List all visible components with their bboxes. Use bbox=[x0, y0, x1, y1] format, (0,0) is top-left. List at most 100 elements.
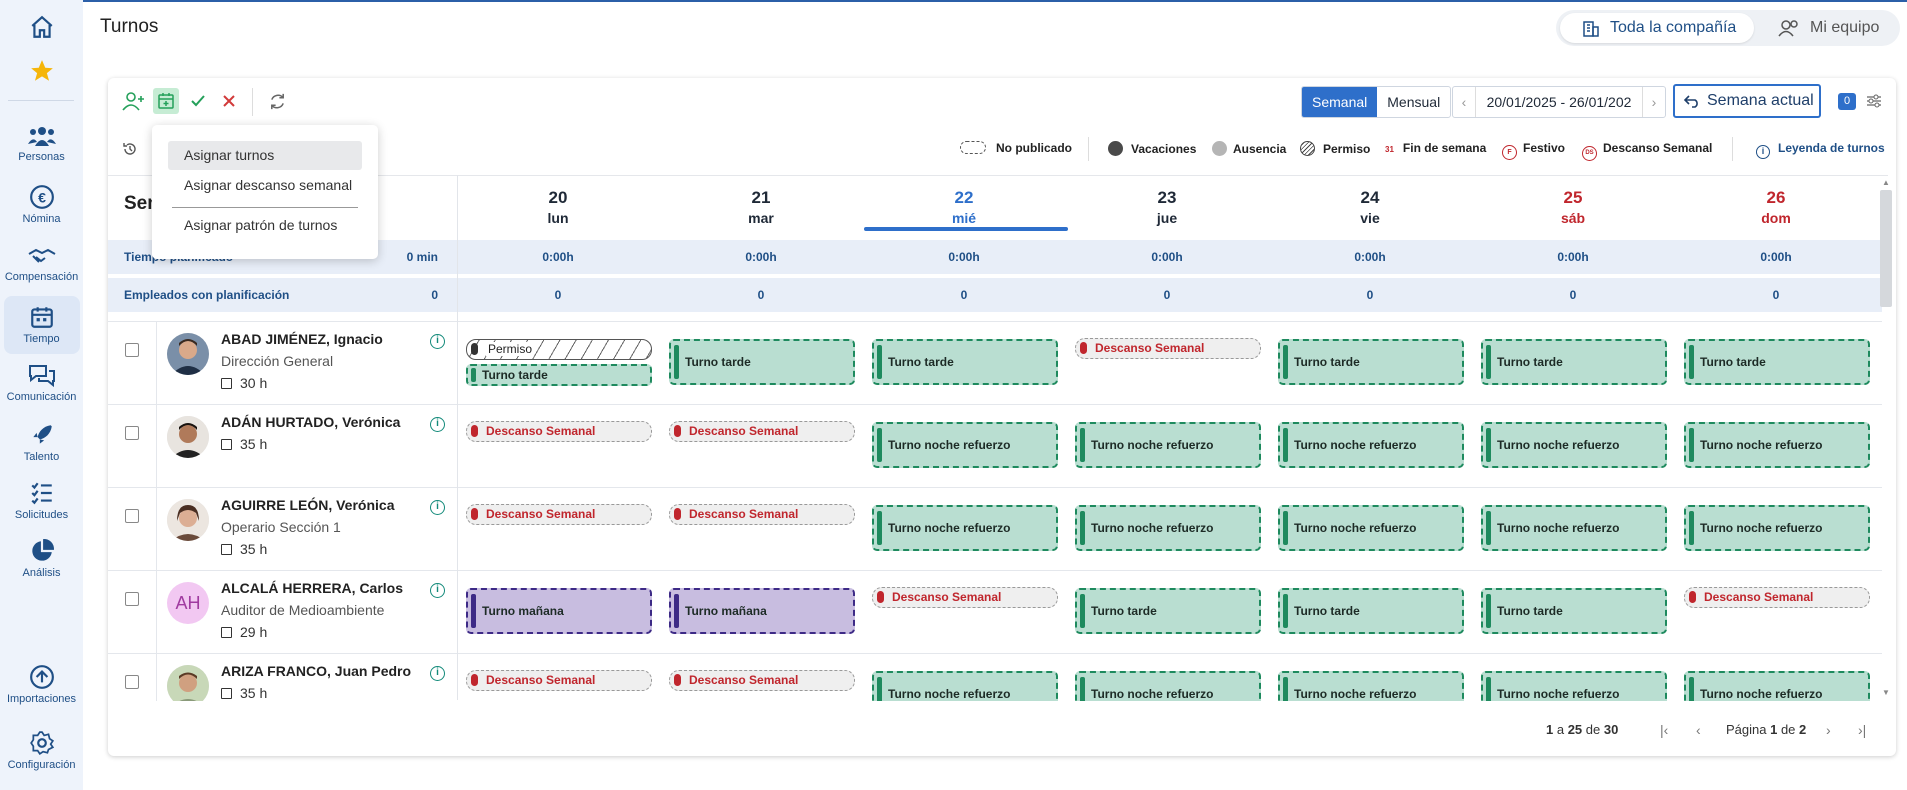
sidebar-item-compensacion[interactable]: Compensación bbox=[0, 244, 83, 283]
row-checkbox[interactable] bbox=[125, 592, 139, 606]
employee-info-icon[interactable]: i bbox=[430, 666, 445, 681]
employee-info-icon[interactable]: i bbox=[430, 417, 445, 432]
day-header-weekend[interactable]: 26 dom bbox=[1684, 188, 1868, 226]
home-button[interactable] bbox=[0, 14, 83, 40]
day-header[interactable]: 20 lun bbox=[466, 188, 650, 226]
column-divider bbox=[156, 405, 157, 488]
favorites-button[interactable] bbox=[0, 58, 83, 84]
employee-name[interactable]: ADÁN HURTADO, Verónica bbox=[221, 414, 401, 430]
row-checkbox[interactable] bbox=[125, 426, 139, 440]
shift-block[interactable]: Turno noche refuerzo bbox=[872, 671, 1058, 701]
shift-block[interactable]: Turno noche refuerzo bbox=[1278, 671, 1464, 701]
sidebar-item-tiempo[interactable]: Tiempo bbox=[0, 304, 83, 345]
shift-block[interactable]: Turno noche refuerzo bbox=[1075, 422, 1261, 468]
view-monthly-button[interactable]: Mensual bbox=[1387, 94, 1441, 110]
weekly-rest-block[interactable]: Descanso Semanal bbox=[1684, 587, 1870, 608]
day-header[interactable]: 24 vie bbox=[1278, 188, 1462, 226]
shift-block[interactable]: Turno noche refuerzo bbox=[1684, 671, 1870, 701]
employee-info-icon[interactable]: i bbox=[430, 583, 445, 598]
day-header-weekend[interactable]: 25 sáb bbox=[1481, 188, 1665, 226]
sidebar-item-solicitudes[interactable]: Solicitudes bbox=[0, 480, 83, 521]
sidebar-item-importaciones[interactable]: Importaciones bbox=[0, 664, 83, 705]
shift-block[interactable]: Turno tarde bbox=[1278, 588, 1464, 634]
employee-name[interactable]: ALCALÁ HERRERA, Carlos bbox=[221, 580, 404, 596]
scroll-up-arrow[interactable]: ▲ bbox=[1882, 178, 1890, 187]
weekly-rest-block[interactable]: Descanso Semanal bbox=[1075, 338, 1261, 359]
shift-block[interactable]: Turno noche refuerzo bbox=[1684, 505, 1870, 551]
shift-block[interactable]: Turno tarde bbox=[466, 364, 652, 386]
shift-block[interactable]: Turno tarde bbox=[1481, 339, 1667, 385]
weekly-rest-block[interactable]: Descanso Semanal bbox=[466, 504, 652, 525]
add-user-icon[interactable] bbox=[122, 91, 146, 111]
check-icon[interactable] bbox=[190, 93, 206, 109]
employee-role: Auditor de Medioambiente bbox=[221, 602, 385, 618]
weekly-rest-block[interactable]: Descanso Semanal bbox=[466, 670, 652, 691]
shift-block[interactable]: Turno noche refuerzo bbox=[1075, 505, 1261, 551]
date-range-text[interactable]: 20/01/2025 - 26/01/202 bbox=[1475, 87, 1643, 117]
sliders-icon[interactable] bbox=[1866, 93, 1882, 109]
sidebar-item-configuracion[interactable]: Configuración bbox=[0, 730, 83, 771]
menu-item-assign-shifts[interactable]: Asignar turnos bbox=[168, 141, 362, 170]
first-page-icon[interactable]: |‹ bbox=[1660, 722, 1669, 738]
shift-block-morning[interactable]: Turno mañana bbox=[466, 588, 652, 634]
sidebar-item-nomina[interactable]: € Nómina bbox=[0, 184, 83, 225]
shift-legend-link[interactable]: i Leyenda de turnos bbox=[1756, 141, 1885, 159]
shift-block[interactable]: Turno tarde bbox=[1684, 339, 1870, 385]
last-page-icon[interactable]: ›| bbox=[1858, 722, 1867, 738]
sidebar-item-comunicacion[interactable]: Comunicación bbox=[0, 362, 83, 403]
shift-block[interactable]: Turno noche refuerzo bbox=[872, 422, 1058, 468]
employee-info-icon[interactable]: i bbox=[430, 500, 445, 515]
employee-info-icon[interactable]: i bbox=[430, 334, 445, 349]
refresh-icon[interactable] bbox=[268, 92, 287, 111]
shift-block[interactable]: Turno noche refuerzo bbox=[872, 505, 1058, 551]
row-checkbox[interactable] bbox=[125, 343, 139, 357]
shift-block[interactable]: Turno tarde bbox=[669, 339, 855, 385]
close-icon[interactable] bbox=[222, 94, 236, 108]
menu-item-assign-pattern[interactable]: Asignar patrón de turnos bbox=[184, 217, 338, 233]
weekly-rest-block[interactable]: Descanso Semanal bbox=[466, 421, 652, 442]
shift-block[interactable]: Turno noche refuerzo bbox=[1075, 671, 1261, 701]
row-checkbox[interactable] bbox=[125, 675, 139, 689]
shift-block[interactable]: Turno noche refuerzo bbox=[1481, 671, 1667, 701]
weekly-rest-block[interactable]: Descanso Semanal bbox=[669, 421, 855, 442]
weekly-rest-block[interactable]: Descanso Semanal bbox=[669, 504, 855, 525]
sidebar-item-talento[interactable]: Talento bbox=[0, 422, 83, 463]
day-header-today[interactable]: 22 mié bbox=[872, 188, 1056, 226]
scroll-down-arrow[interactable]: ▼ bbox=[1882, 688, 1890, 697]
menu-item-assign-rest[interactable]: Asignar descanso semanal bbox=[184, 177, 353, 193]
weekly-rest-block[interactable]: Descanso Semanal bbox=[872, 587, 1058, 608]
day-header[interactable]: 21 mar bbox=[669, 188, 853, 226]
scope-company-button[interactable]: Toda la compañía bbox=[1560, 13, 1754, 43]
weekly-rest-block[interactable]: Descanso Semanal bbox=[669, 670, 855, 691]
prev-page-icon[interactable]: ‹ bbox=[1696, 722, 1701, 738]
shift-block[interactable]: Turno tarde bbox=[872, 339, 1058, 385]
next-week-button[interactable]: › bbox=[1651, 94, 1657, 110]
shift-block-morning[interactable]: Turno mañana bbox=[669, 588, 855, 634]
employee-name[interactable]: ARIZA FRANCO, Juan Pedro bbox=[221, 663, 412, 679]
employee-name[interactable]: AGUIRRE LEÓN, Verónica bbox=[221, 497, 395, 513]
shift-block[interactable]: Turno noche refuerzo bbox=[1278, 505, 1464, 551]
shift-block[interactable]: Turno noche refuerzo bbox=[1278, 422, 1464, 468]
column-divider bbox=[156, 654, 157, 701]
shift-block[interactable]: Turno noche refuerzo bbox=[1481, 505, 1667, 551]
shift-block[interactable]: Turno tarde bbox=[1075, 588, 1261, 634]
shift-block[interactable]: Turno tarde bbox=[1481, 588, 1667, 634]
view-weekly-button[interactable]: Semanal bbox=[1302, 87, 1378, 117]
row-checkbox[interactable] bbox=[125, 509, 139, 523]
vertical-scrollbar[interactable] bbox=[1880, 190, 1892, 307]
employees-planned-value: 0 bbox=[554, 288, 562, 302]
sidebar-item-personas[interactable]: Personas bbox=[0, 124, 83, 163]
employee-name[interactable]: ABAD JIMÉNEZ, Ignacio bbox=[221, 331, 383, 347]
current-week-button[interactable]: Semana actual bbox=[1673, 84, 1821, 118]
day-header[interactable]: 23 jue bbox=[1075, 188, 1259, 226]
shift-block[interactable]: Turno noche refuerzo bbox=[1481, 422, 1667, 468]
shift-block[interactable]: Turno tarde bbox=[1278, 339, 1464, 385]
employees-planned-label: Empleados con planificación bbox=[124, 288, 290, 302]
next-page-icon[interactable]: › bbox=[1826, 722, 1831, 738]
shift-block[interactable]: Turno noche refuerzo bbox=[1684, 422, 1870, 468]
history-icon[interactable] bbox=[122, 141, 138, 157]
calendar-small-icon bbox=[221, 378, 232, 389]
prev-week-button[interactable]: ‹ bbox=[1461, 94, 1467, 110]
sidebar-item-analisis[interactable]: Análisis bbox=[0, 538, 83, 579]
permit-block[interactable]: Permiso bbox=[466, 339, 652, 360]
